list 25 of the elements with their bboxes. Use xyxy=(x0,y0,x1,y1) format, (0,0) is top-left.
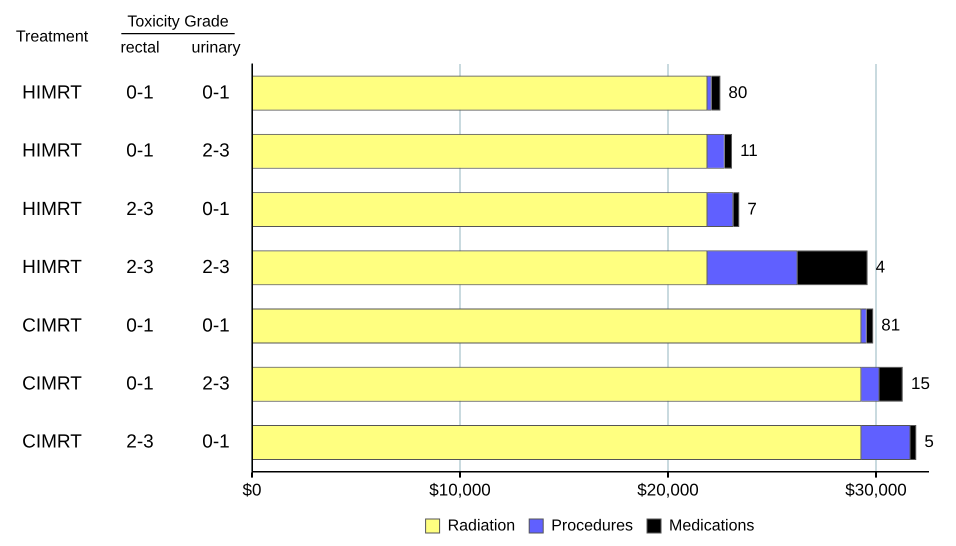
text: Toxicity Grade xyxy=(127,13,229,30)
x-tick-label: $20,000 xyxy=(637,480,699,500)
annotation: 81 xyxy=(881,316,900,335)
text: urinary xyxy=(192,39,240,56)
category-label: HIMRT 0-1 0-1 xyxy=(22,82,230,104)
annotation: 5 xyxy=(924,432,934,452)
category-label: CIMRT 0-1 0-1 xyxy=(22,315,230,336)
category-label: HIMRT 2-3 0-1 xyxy=(22,198,230,220)
category-label: CIMRT 0-1 2-3 xyxy=(22,373,230,394)
annotation: 11 xyxy=(740,141,758,160)
text: rectal xyxy=(120,39,160,56)
category-label: HIMRT 2-3 2-3 xyxy=(22,257,230,278)
x-tick-label: $0 xyxy=(242,480,262,500)
annotation: 7 xyxy=(747,199,757,218)
category-label: HIMRT 0-1 2-3 xyxy=(22,140,230,162)
annotation: 15 xyxy=(911,374,930,393)
annotation: 80 xyxy=(728,82,748,102)
category-label: CIMRT 2-3 0-1 xyxy=(22,432,230,453)
legend-label: Medications xyxy=(669,517,754,534)
text: Treatment xyxy=(16,28,89,46)
x-tick-label: $10,000 xyxy=(429,480,491,500)
legend-label: Radiation xyxy=(448,517,516,534)
x-tick-label: $30,000 xyxy=(845,480,907,500)
annotation: 4 xyxy=(876,257,886,276)
legend-label: Procedures xyxy=(551,517,634,534)
